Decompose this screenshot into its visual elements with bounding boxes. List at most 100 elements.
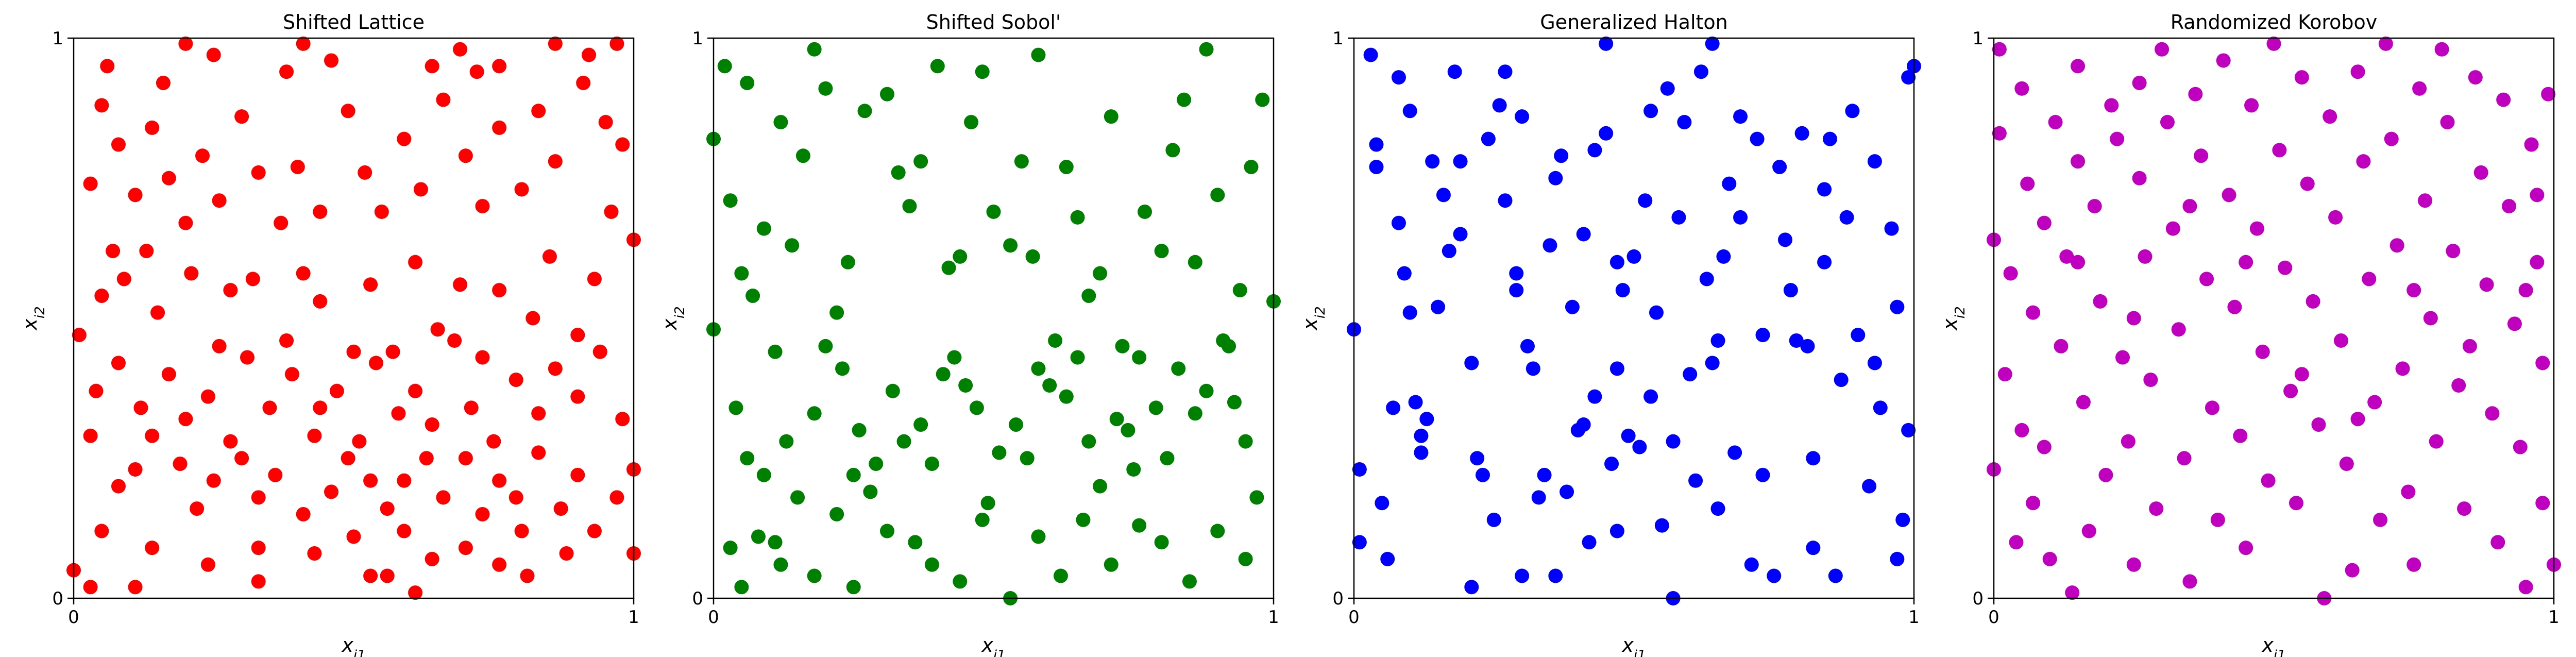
data-point [723,541,738,555]
data-point [1232,283,1247,298]
data-point [1671,210,1686,225]
data-point [2098,467,2113,482]
data-point [609,490,624,505]
data-point [902,199,917,214]
data-point [212,193,227,208]
data-point [2350,412,2365,427]
data-point [756,467,771,482]
data-point [2081,524,2096,538]
data-point [2412,81,2427,96]
data-point [106,244,121,259]
data-point [2244,98,2259,113]
data-point [1537,467,1552,482]
data-point [296,266,311,281]
data-point [1604,457,1619,471]
data-point [251,574,266,589]
data-point [548,154,563,169]
data-point [2026,305,2041,320]
data-point [598,115,613,130]
data-point [863,484,878,499]
data-point [2071,154,2086,169]
data-point [795,148,810,163]
data-point [1255,92,1270,107]
data-point [307,546,322,561]
data-point [184,266,199,281]
data-point [1115,339,1130,353]
data-point [1839,210,1854,225]
data-point [1548,568,1563,583]
data-point [879,524,894,538]
x-tick-label: 0 [1988,607,1999,628]
data-point [1182,574,1197,589]
data-point [2059,249,2074,264]
data-point [150,305,165,320]
data-point [436,490,451,505]
data-point [2479,277,2494,292]
data-point [2093,294,2108,309]
data-point [492,59,507,74]
data-point [1014,154,1029,169]
data-point [1369,160,1384,175]
data-point [2014,423,2029,437]
data-point [145,120,160,135]
data-point [324,53,339,68]
data-point [1693,64,1708,79]
data-point [2513,440,2528,454]
y-tick-label: 0 [1972,588,1984,609]
data-point [1419,412,1434,427]
data-point [1890,299,1905,314]
data-point [1093,266,1108,281]
data-point [913,154,928,169]
data-point [2384,131,2399,146]
data-point [514,182,529,197]
data-point [1710,333,1725,348]
data-point [2283,383,2298,398]
data-point [2037,440,2052,454]
data-point [1733,210,1748,225]
data-point [2126,311,2141,326]
data-point [1515,109,1530,124]
data-point [296,36,311,51]
data-point [212,339,227,353]
y-tick-label: 0 [692,588,703,609]
data-point [2020,176,2035,191]
data-point [2350,64,2365,79]
data-point [2149,501,2164,516]
data-point [492,283,507,298]
data-point [1845,104,1860,119]
data-point [835,361,850,376]
data-point [1531,490,1546,505]
data-point [363,277,378,292]
data-point [1447,64,1462,79]
data-point [1509,283,1524,298]
data-point [1626,249,1641,264]
data-point [723,193,738,208]
data-point [1238,434,1253,449]
data-point [1081,289,1096,304]
data-point [2222,188,2236,203]
data-point [284,367,299,382]
data-point [604,204,619,219]
data-point [94,98,109,113]
data-point [2502,199,2517,214]
data-point [2233,428,2248,443]
data-point [1402,104,1417,119]
data-point [1576,227,1591,242]
data-point [2401,484,2416,499]
data-point [2054,339,2069,353]
data-point [2451,378,2466,393]
data-point [139,244,154,259]
data-point [1895,512,1910,527]
data-point [1076,512,1091,527]
data-point [385,344,400,359]
data-point [352,434,367,449]
y-axis-label: xi2 [1939,306,1968,330]
data-point [829,507,844,521]
data-point [1470,451,1485,466]
data-point [2507,316,2522,331]
data-point [1369,137,1384,152]
x-tick-label: 1 [1908,607,1920,628]
data-point [1031,47,1046,62]
data-point [1380,551,1395,566]
data-point [1733,109,1748,124]
